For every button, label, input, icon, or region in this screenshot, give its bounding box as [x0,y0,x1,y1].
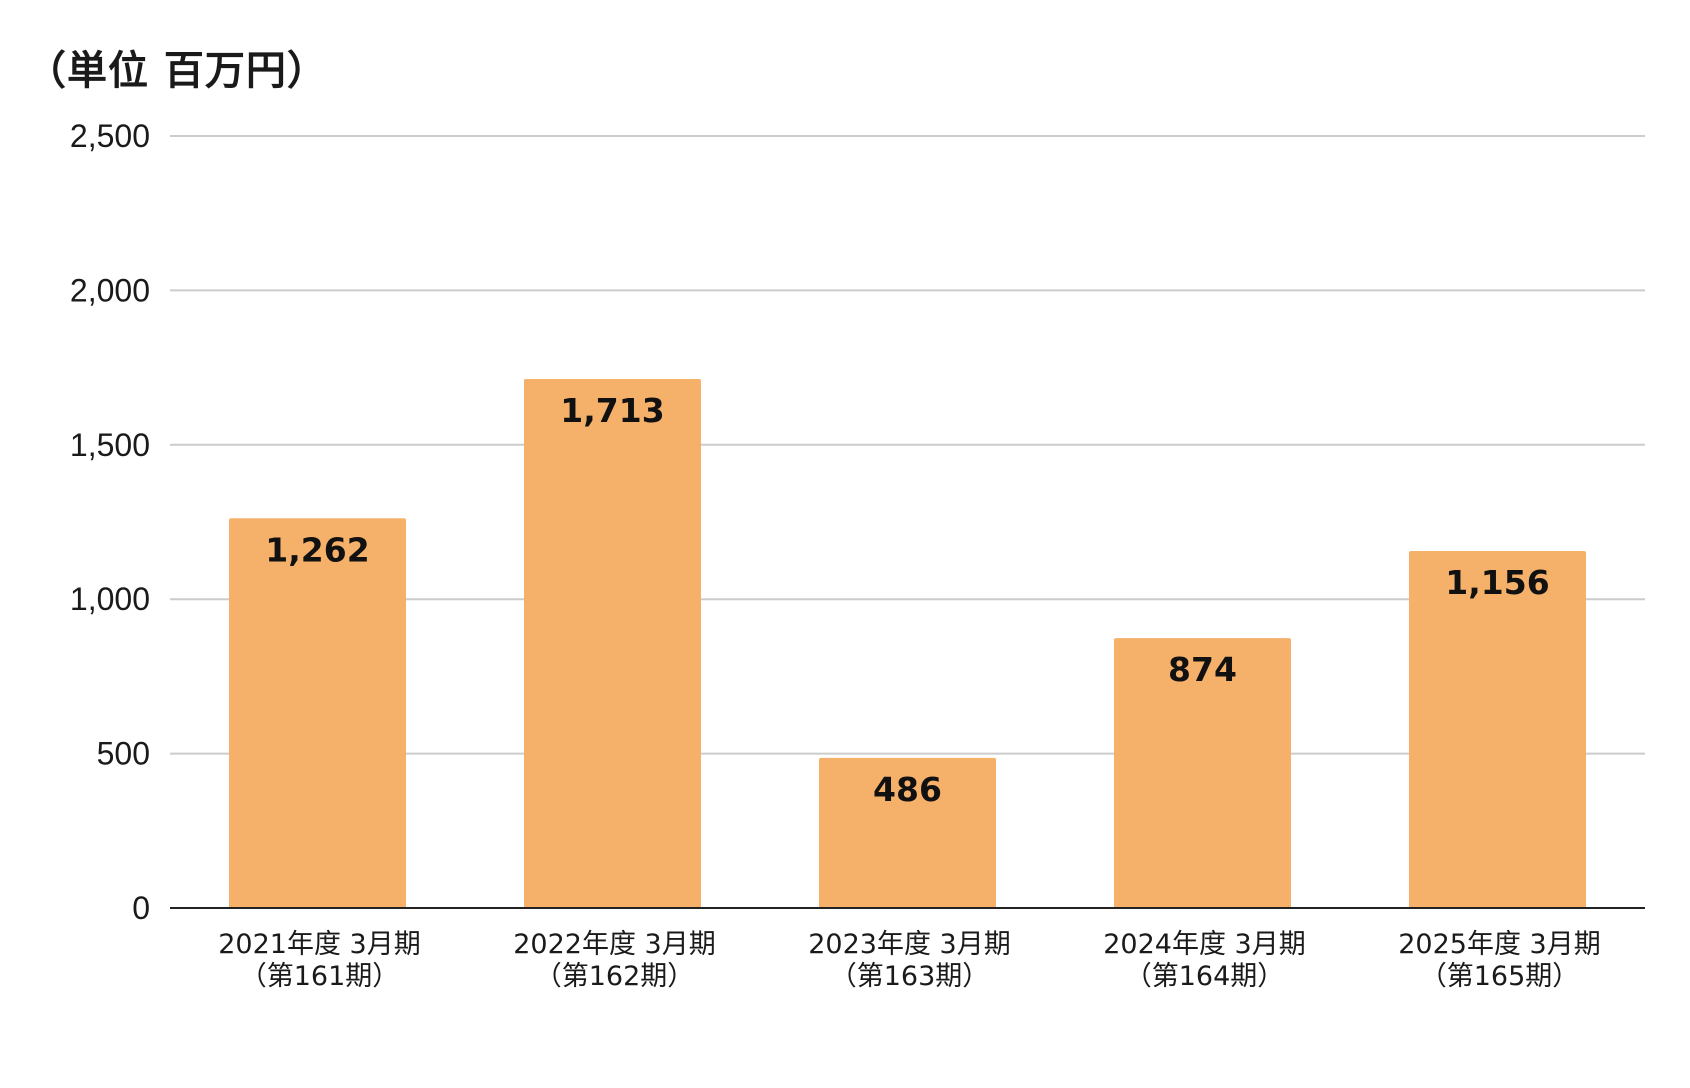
bars: 1,262 1,713 486 874 1,156 [229,379,1586,908]
bar-value-label: 486 [873,770,942,809]
x-category-label: （第163期） [830,961,990,992]
x-category-label: 2024年度 3月期 [1103,929,1305,960]
y-axis-ticks: 0 500 1,000 1,500 2,000 2,500 [70,118,150,926]
y-tick-label: 500 [97,736,150,772]
y-tick-label: 0 [132,890,150,926]
x-axis-labels: 2021年度 3月期（第161期） 2022年度 3月期（第162期） 2023年度… [218,929,1600,992]
bar-value-label: 1,156 [1445,563,1549,602]
y-tick-label: 2,000 [70,272,150,308]
y-tick-label: 1,000 [70,581,150,617]
x-category-label: 2021年度 3月期 [218,929,420,960]
bar [1114,638,1291,908]
bar [1409,551,1586,908]
x-category-label: 2025年度 3月期 [1398,929,1600,960]
x-category-label: （第165期） [1420,961,1580,992]
bar [819,757,996,908]
bar [229,518,406,908]
x-category-label: （第162期） [535,961,695,992]
bar-value-label: 1,262 [265,530,369,569]
x-category-label: （第164期） [1125,961,1285,992]
x-category-label: 2022年度 3月期 [513,929,715,960]
bar-value-label: 874 [1168,650,1237,689]
x-category-label: （第161期） [240,961,400,992]
bar [524,379,701,908]
bar-value-label: 1,713 [560,391,664,430]
y-tick-label: 1,500 [70,427,150,463]
unit-label: （単位 百万円） [26,48,328,94]
grid-lines [170,135,1645,755]
x-category-label: 2023年度 3月期 [808,929,1010,960]
y-tick-label: 2,500 [70,118,150,154]
